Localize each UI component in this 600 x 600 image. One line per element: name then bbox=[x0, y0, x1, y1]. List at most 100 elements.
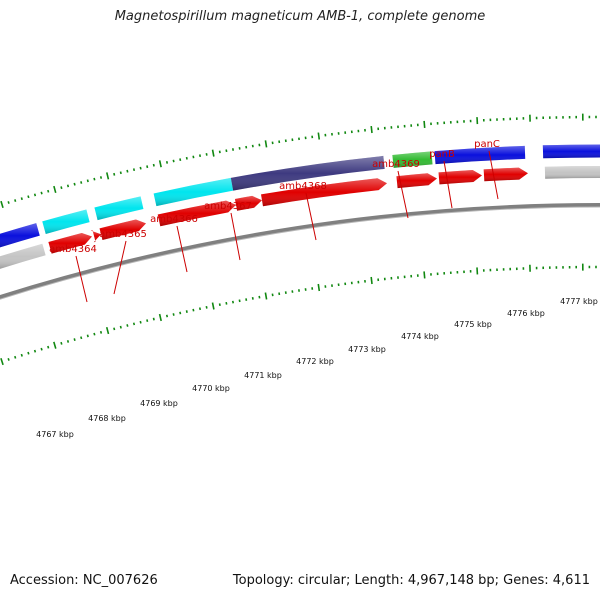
gene-label-amb4368: amb4368 bbox=[279, 181, 327, 192]
inner-tick bbox=[113, 327, 116, 331]
inner-tick bbox=[27, 351, 30, 355]
inner-tick bbox=[73, 338, 76, 341]
outer-tick bbox=[139, 166, 142, 170]
outer-tick bbox=[172, 159, 175, 163]
leader-line bbox=[113, 240, 127, 295]
inner-tick bbox=[7, 358, 10, 361]
inner-tick bbox=[158, 313, 162, 322]
inner-tick bbox=[423, 271, 426, 279]
outer-tick bbox=[132, 168, 136, 172]
cds-arrow-5-shade bbox=[261, 178, 387, 207]
inner-tick bbox=[126, 324, 129, 327]
gene-blue-left-shade bbox=[0, 223, 40, 248]
gene-cyan-amb4365-shade bbox=[94, 196, 144, 221]
outer-tick bbox=[14, 199, 17, 202]
outer-tick bbox=[211, 149, 215, 157]
inner-tick bbox=[205, 305, 208, 309]
inner-tick bbox=[53, 341, 57, 349]
inner-tick bbox=[40, 347, 43, 351]
outer-tick bbox=[7, 201, 10, 204]
map-title: Magnetospirillum magneticum AMB-1, compl… bbox=[114, 9, 486, 24]
inner-tick bbox=[264, 292, 268, 300]
gene-label-amb4364: amb4364 bbox=[49, 244, 97, 255]
inner-tick bbox=[172, 313, 175, 316]
gene-grey-left-shade bbox=[0, 243, 46, 269]
cds-arrow-3-shade bbox=[157, 200, 236, 227]
gene-label-amb4369: amb4369 bbox=[372, 159, 420, 170]
outer-tick bbox=[423, 120, 426, 128]
leader-line bbox=[397, 170, 409, 219]
genome-backbone-highlight bbox=[0, 206, 600, 300]
outer-tick bbox=[165, 161, 169, 164]
leader-line bbox=[176, 225, 188, 273]
cds-arrow-6-shade bbox=[396, 173, 437, 189]
inner-tick bbox=[66, 340, 70, 343]
outer-tick bbox=[119, 171, 122, 175]
genome-summary-text: Topology: circular; Length: 4,967,148 bp… bbox=[232, 573, 590, 588]
outer-tick bbox=[370, 125, 373, 134]
inner-tick bbox=[152, 317, 155, 321]
inner-tick bbox=[370, 276, 373, 285]
leader-line bbox=[305, 192, 317, 241]
inner-tick bbox=[179, 311, 182, 315]
inner-tick bbox=[93, 332, 96, 336]
cds-arrow-8-shade bbox=[483, 167, 528, 182]
kbp-label: 4772 kbp bbox=[296, 357, 334, 366]
inner-tick bbox=[99, 330, 103, 334]
cds-arrow-4-shade bbox=[234, 195, 262, 211]
outer-tick bbox=[33, 193, 37, 197]
inner-tick bbox=[139, 320, 142, 324]
gene-green-amb4369-shade bbox=[392, 151, 433, 168]
outer-tick bbox=[105, 172, 110, 180]
gene-cyan-amb4366-shade bbox=[153, 177, 234, 207]
inner-tick bbox=[105, 327, 110, 335]
gene-blue-right-shade bbox=[542, 144, 600, 159]
outer-tick bbox=[317, 132, 321, 140]
inner-tick bbox=[0, 357, 4, 366]
gene-blue-panb-panc-shade bbox=[434, 145, 526, 165]
kbp-label: 4769 kbp bbox=[140, 399, 178, 408]
leader-line bbox=[75, 255, 88, 303]
outer-tick bbox=[47, 189, 50, 193]
outer-tick bbox=[80, 181, 83, 184]
outer-tick bbox=[146, 165, 149, 169]
cds-arrow-2-shade bbox=[99, 219, 146, 241]
kbp-label: 4767 kbp bbox=[36, 430, 74, 439]
outer-tick bbox=[113, 172, 116, 176]
inner-tick bbox=[86, 334, 89, 338]
inner-tick bbox=[211, 302, 215, 310]
inner-tick bbox=[165, 314, 169, 318]
inner-tick bbox=[119, 325, 122, 329]
kbp-label: 4777 kbp bbox=[560, 297, 598, 306]
inner-tick bbox=[20, 353, 23, 357]
inner-tick bbox=[185, 310, 188, 313]
kbp-label: 4771 kbp bbox=[244, 371, 282, 380]
outer-tick bbox=[0, 200, 4, 209]
inner-tick bbox=[80, 336, 83, 340]
cds-arrow-0-shade bbox=[48, 232, 92, 254]
outer-tick bbox=[60, 186, 63, 190]
outer-tick bbox=[53, 185, 57, 194]
inner-tick bbox=[192, 308, 195, 312]
outer-tick bbox=[40, 191, 43, 195]
gene-cyan-amb4364-shade bbox=[42, 209, 90, 234]
outer-tick bbox=[158, 160, 162, 168]
cds-arrow-7-shade bbox=[438, 169, 482, 185]
kbp-label: 4774 kbp bbox=[401, 332, 439, 341]
kbp-label: 4775 kbp bbox=[454, 320, 492, 329]
kbp-label: 4773 kbp bbox=[348, 345, 386, 354]
outer-tick bbox=[73, 182, 76, 186]
inner-tick bbox=[47, 345, 50, 349]
kbp-label: 4776 kbp bbox=[507, 309, 545, 318]
cds-arrow-1-shade bbox=[90, 230, 101, 243]
kbp-label: 4768 kbp bbox=[88, 414, 126, 423]
gene-grey-right-shade bbox=[544, 166, 600, 179]
outer-tick bbox=[99, 176, 103, 179]
accession-text: Accession: NC_007626 bbox=[10, 573, 158, 588]
outer-tick bbox=[126, 169, 129, 173]
gene-label-amb4367: amb4367 bbox=[204, 201, 252, 212]
gene-label-panB: panB bbox=[429, 149, 455, 160]
kbp-label: 4770 kbp bbox=[192, 384, 230, 393]
inner-tick bbox=[132, 322, 136, 326]
